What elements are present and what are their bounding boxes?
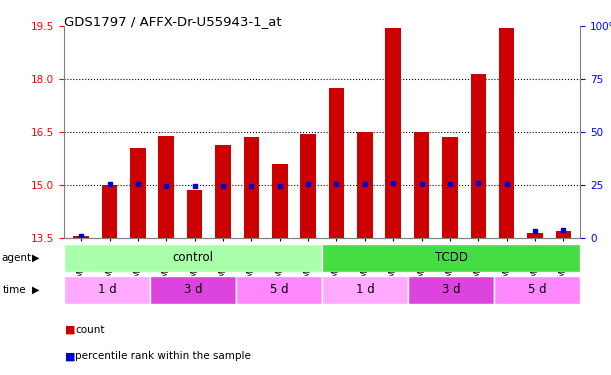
Bar: [64, 244, 323, 272]
Bar: [158, 136, 174, 238]
Bar: [386, 28, 401, 238]
Bar: [130, 148, 145, 238]
Text: 3 d: 3 d: [442, 283, 461, 296]
Bar: [236, 276, 323, 304]
Bar: [272, 164, 288, 238]
Bar: [215, 144, 231, 238]
Bar: [357, 132, 373, 238]
Bar: [414, 132, 430, 238]
Bar: [408, 276, 494, 304]
Text: ▶: ▶: [32, 285, 40, 295]
Bar: [323, 244, 580, 272]
Text: 3 d: 3 d: [184, 283, 202, 296]
Text: count: count: [75, 325, 104, 335]
Bar: [555, 231, 571, 238]
Text: ▶: ▶: [32, 253, 40, 263]
Text: 5 d: 5 d: [270, 283, 288, 296]
Bar: [499, 28, 514, 238]
Bar: [301, 134, 316, 238]
Bar: [187, 190, 202, 238]
Text: GDS1797 / AFFX-Dr-U55943-1_at: GDS1797 / AFFX-Dr-U55943-1_at: [64, 15, 282, 28]
Text: control: control: [173, 251, 214, 264]
Bar: [323, 276, 408, 304]
Bar: [102, 185, 117, 238]
Text: agent: agent: [1, 253, 31, 263]
Text: 5 d: 5 d: [528, 283, 547, 296]
Text: 1 d: 1 d: [98, 283, 117, 296]
Bar: [150, 276, 236, 304]
Text: percentile rank within the sample: percentile rank within the sample: [75, 351, 251, 361]
Bar: [64, 276, 150, 304]
Bar: [442, 138, 458, 238]
Bar: [73, 236, 89, 238]
Bar: [244, 138, 259, 238]
Text: TCDD: TCDD: [435, 251, 468, 264]
Bar: [494, 276, 580, 304]
Text: ■: ■: [65, 325, 76, 335]
Bar: [470, 74, 486, 238]
Bar: [329, 88, 344, 238]
Text: time: time: [3, 285, 27, 295]
Text: 1 d: 1 d: [356, 283, 375, 296]
Text: ■: ■: [65, 351, 76, 361]
Bar: [527, 233, 543, 238]
